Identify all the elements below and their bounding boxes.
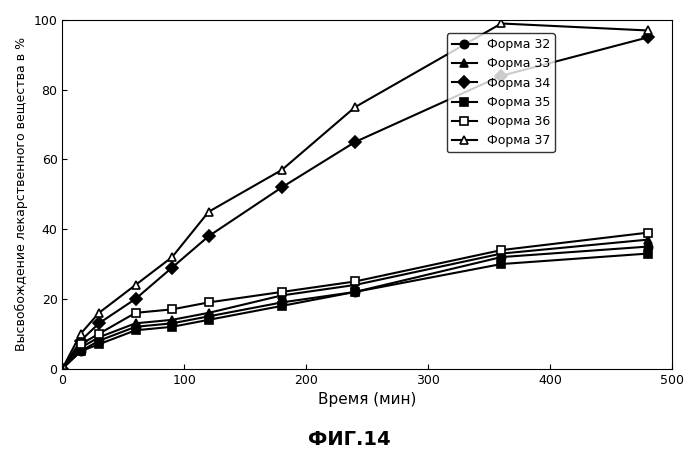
Форма 37 bbox=[76, 331, 85, 336]
Форма 32 bbox=[497, 255, 505, 260]
Line: Форма 32: Форма 32 bbox=[58, 242, 651, 373]
Форма 32 bbox=[58, 366, 66, 371]
Форма 32 bbox=[76, 348, 85, 354]
Форма 36 bbox=[58, 366, 66, 371]
Форма 36 bbox=[168, 307, 176, 312]
Форма 32 bbox=[278, 299, 286, 305]
Форма 35 bbox=[131, 328, 140, 333]
Форма 37 bbox=[278, 167, 286, 172]
Форма 32 bbox=[95, 338, 103, 343]
Line: Форма 37: Форма 37 bbox=[58, 19, 651, 373]
Text: ФИГ.14: ФИГ.14 bbox=[308, 430, 391, 449]
Форма 36 bbox=[76, 342, 85, 347]
Форма 34 bbox=[95, 321, 103, 326]
Форма 36 bbox=[351, 279, 359, 284]
X-axis label: Время (мин): Время (мин) bbox=[318, 392, 417, 407]
Форма 36 bbox=[278, 289, 286, 295]
Форма 37 bbox=[131, 282, 140, 288]
Форма 37 bbox=[643, 28, 651, 33]
Форма 34 bbox=[497, 73, 505, 79]
Форма 37 bbox=[205, 209, 213, 215]
Line: Форма 35: Форма 35 bbox=[58, 250, 651, 373]
Форма 37 bbox=[58, 366, 66, 371]
Legend: Форма 32, Форма 33, Форма 34, Форма 35, Форма 36, Форма 37: Форма 32, Форма 33, Форма 34, Форма 35, … bbox=[447, 33, 555, 153]
Форма 33 bbox=[278, 293, 286, 298]
Форма 34 bbox=[351, 139, 359, 145]
Форма 37 bbox=[351, 105, 359, 110]
Форма 33 bbox=[205, 310, 213, 316]
Форма 35 bbox=[351, 289, 359, 295]
Форма 37 bbox=[497, 21, 505, 26]
Форма 33 bbox=[643, 237, 651, 242]
Line: Форма 33: Форма 33 bbox=[58, 235, 651, 373]
Форма 36 bbox=[497, 247, 505, 253]
Форма 32 bbox=[205, 314, 213, 319]
Форма 37 bbox=[95, 310, 103, 316]
Форма 35 bbox=[497, 261, 505, 267]
Форма 37 bbox=[168, 255, 176, 260]
Форма 32 bbox=[643, 244, 651, 249]
Форма 36 bbox=[643, 230, 651, 235]
Форма 36 bbox=[131, 310, 140, 316]
Форма 35 bbox=[58, 366, 66, 371]
Форма 34 bbox=[205, 233, 213, 239]
Форма 33 bbox=[58, 366, 66, 371]
Форма 32 bbox=[131, 324, 140, 330]
Форма 34 bbox=[168, 265, 176, 270]
Форма 34 bbox=[131, 296, 140, 302]
Форма 35 bbox=[76, 348, 85, 354]
Форма 36 bbox=[205, 299, 213, 305]
Форма 33 bbox=[497, 251, 505, 256]
Форма 34 bbox=[278, 185, 286, 190]
Форма 32 bbox=[351, 289, 359, 295]
Line: Форма 34: Форма 34 bbox=[58, 33, 651, 373]
Форма 35 bbox=[205, 317, 213, 322]
Форма 35 bbox=[168, 324, 176, 330]
Форма 34 bbox=[643, 35, 651, 40]
Форма 32 bbox=[168, 321, 176, 326]
Форма 36 bbox=[95, 331, 103, 336]
Line: Форма 36: Форма 36 bbox=[58, 229, 651, 373]
Форма 35 bbox=[643, 251, 651, 256]
Форма 35 bbox=[278, 303, 286, 308]
Форма 35 bbox=[95, 342, 103, 347]
Форма 33 bbox=[351, 282, 359, 288]
Форма 33 bbox=[168, 317, 176, 322]
Форма 33 bbox=[76, 345, 85, 350]
Y-axis label: Высвобождение лекарственного вещества в %: Высвобождение лекарственного вещества в … bbox=[15, 37, 28, 352]
Форма 34 bbox=[58, 366, 66, 371]
Форма 34 bbox=[76, 338, 85, 343]
Форма 33 bbox=[95, 335, 103, 340]
Форма 33 bbox=[131, 321, 140, 326]
